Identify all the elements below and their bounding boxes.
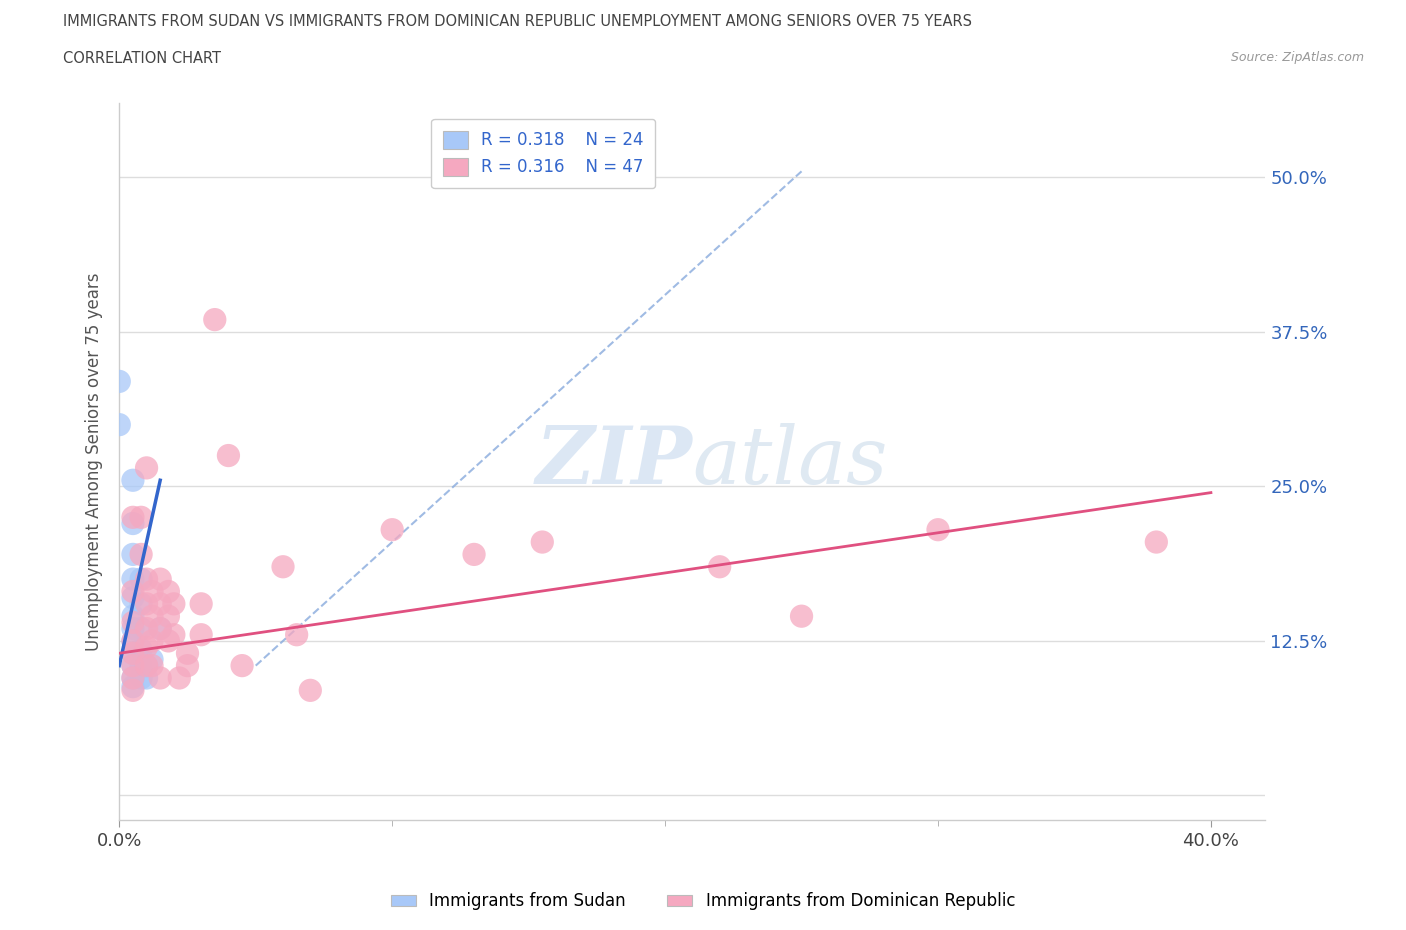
- Point: [149, 596, 172, 611]
- Point: [149, 572, 172, 587]
- Point: [129, 510, 152, 525]
- Point: [108, 374, 131, 389]
- Point: [135, 621, 157, 636]
- Point: [204, 312, 226, 327]
- Point: [157, 633, 180, 648]
- Point: [176, 645, 198, 660]
- Point: [169, 671, 191, 685]
- Point: [285, 628, 308, 643]
- Point: [122, 658, 145, 673]
- Point: [135, 658, 157, 673]
- Point: [149, 621, 172, 636]
- Point: [217, 448, 239, 463]
- Point: [141, 609, 163, 624]
- Point: [122, 658, 145, 673]
- Point: [135, 460, 157, 475]
- Point: [129, 642, 152, 657]
- Point: [122, 645, 145, 660]
- Point: [129, 596, 152, 611]
- Point: [163, 596, 186, 611]
- Text: IMMIGRANTS FROM SUDAN VS IMMIGRANTS FROM DOMINICAN REPUBLIC UNEMPLOYMENT AMONG S: IMMIGRANTS FROM SUDAN VS IMMIGRANTS FROM…: [63, 14, 973, 29]
- Point: [122, 615, 145, 630]
- Point: [122, 645, 145, 660]
- Point: [122, 621, 145, 636]
- Point: [190, 596, 212, 611]
- Point: [176, 658, 198, 673]
- Point: [190, 628, 212, 643]
- Point: [135, 572, 157, 587]
- Point: [709, 559, 731, 574]
- Y-axis label: Unemployment Among Seniors over 75 years: Unemployment Among Seniors over 75 years: [86, 272, 103, 651]
- Legend: R = 0.318    N = 24, R = 0.316    N = 47: R = 0.318 N = 24, R = 0.316 N = 47: [432, 119, 655, 188]
- Point: [135, 658, 157, 673]
- Point: [135, 596, 157, 611]
- Point: [122, 472, 145, 487]
- Point: [122, 572, 145, 587]
- Text: CORRELATION CHART: CORRELATION CHART: [63, 51, 221, 66]
- Text: atlas: atlas: [692, 423, 887, 500]
- Point: [122, 633, 145, 648]
- Point: [135, 640, 157, 655]
- Point: [163, 628, 186, 643]
- Point: [122, 547, 145, 562]
- Point: [122, 584, 145, 599]
- Point: [122, 671, 145, 685]
- Point: [122, 510, 145, 525]
- Point: [122, 633, 145, 648]
- Point: [122, 671, 145, 685]
- Point: [927, 523, 949, 538]
- Legend: Immigrants from Sudan, Immigrants from Dominican Republic: Immigrants from Sudan, Immigrants from D…: [384, 885, 1022, 917]
- Text: ZIP: ZIP: [536, 423, 692, 500]
- Point: [122, 516, 145, 531]
- Point: [141, 658, 163, 673]
- Point: [129, 547, 152, 562]
- Point: [129, 658, 152, 673]
- Point: [129, 572, 152, 587]
- Point: [108, 418, 131, 432]
- Point: [299, 683, 322, 698]
- Point: [122, 679, 145, 694]
- Point: [141, 652, 163, 667]
- Point: [157, 584, 180, 599]
- Point: [141, 633, 163, 648]
- Point: [531, 535, 554, 550]
- Point: [141, 584, 163, 599]
- Point: [157, 609, 180, 624]
- Point: [122, 591, 145, 605]
- Point: [231, 658, 253, 673]
- Text: Source: ZipAtlas.com: Source: ZipAtlas.com: [1230, 51, 1364, 64]
- Point: [149, 621, 172, 636]
- Point: [129, 621, 152, 636]
- Point: [129, 671, 152, 685]
- Point: [122, 683, 145, 698]
- Point: [1144, 535, 1167, 550]
- Point: [122, 609, 145, 624]
- Point: [463, 547, 485, 562]
- Point: [381, 523, 404, 538]
- Point: [271, 559, 294, 574]
- Point: [149, 671, 172, 685]
- Point: [790, 609, 813, 624]
- Point: [135, 671, 157, 685]
